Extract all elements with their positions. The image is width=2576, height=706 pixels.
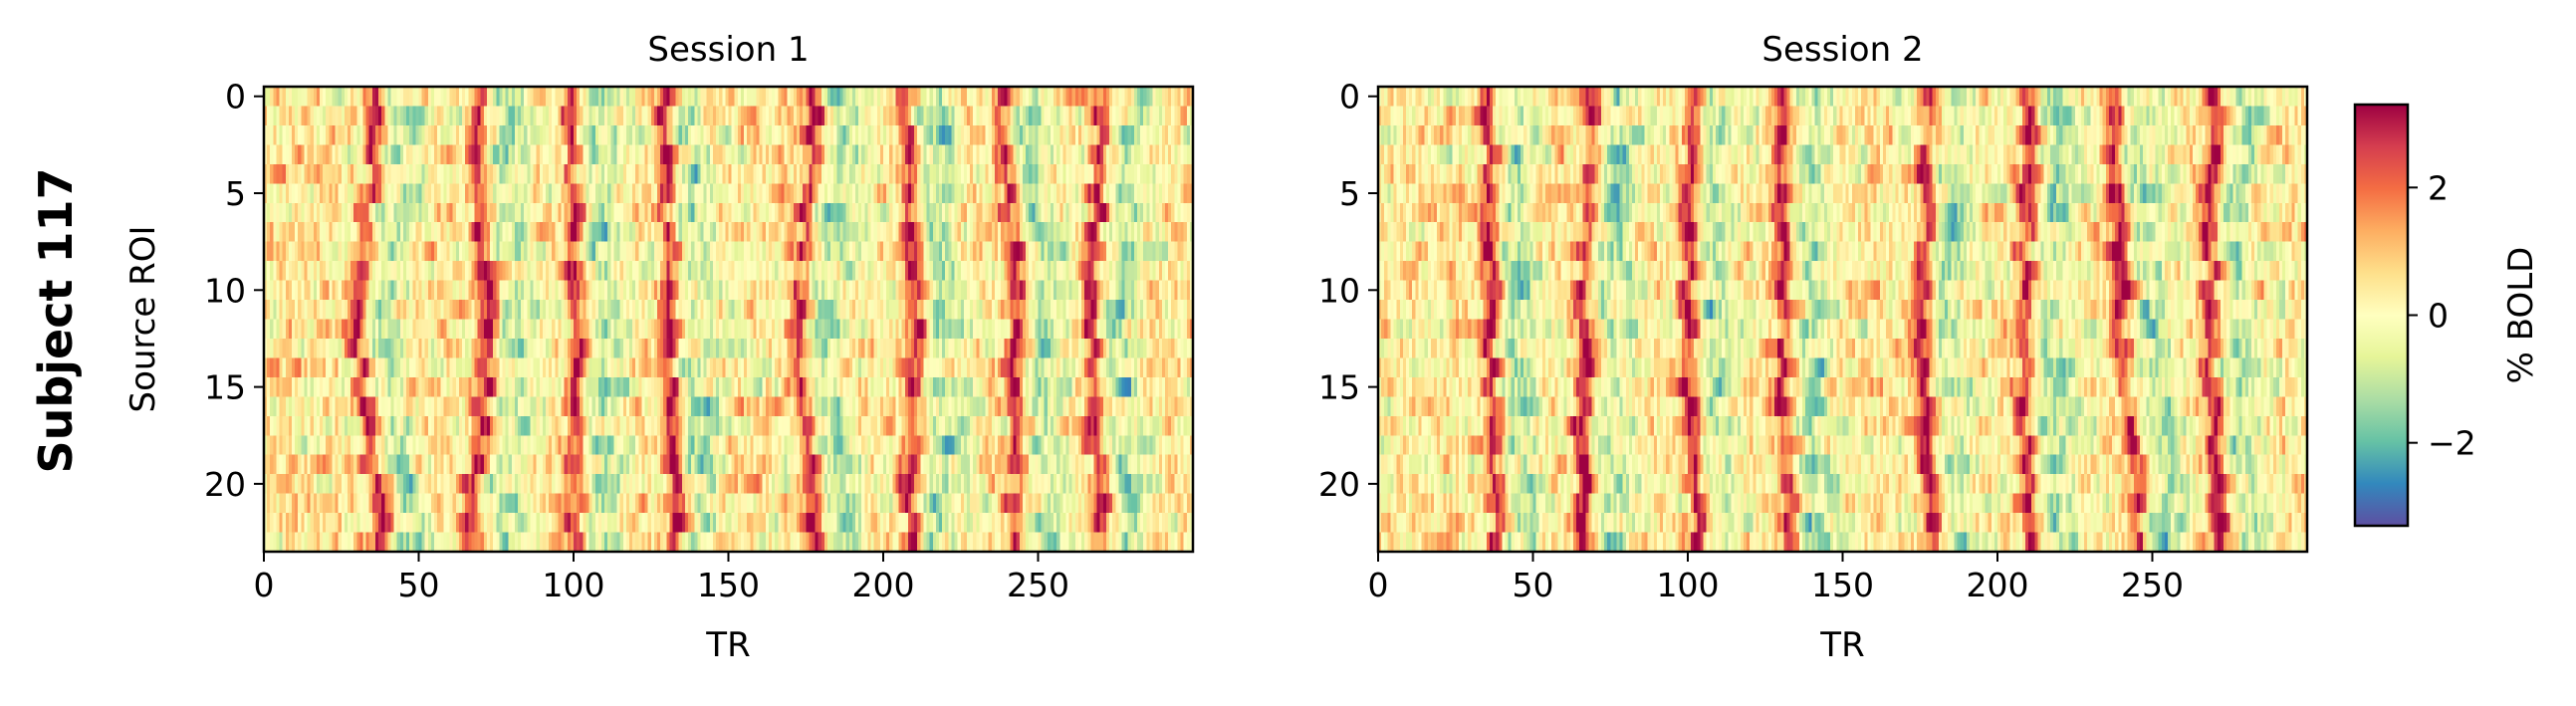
heatmap-cells <box>1378 87 2307 552</box>
colorbar-label: % BOLD <box>2501 247 2541 384</box>
panel-title: Session 2 <box>1761 30 1923 70</box>
y-tick-label: 15 <box>204 368 246 407</box>
x-tick-label: 100 <box>543 566 605 604</box>
heatmap-cells <box>264 87 1193 552</box>
y-tick-label: 20 <box>1318 465 1360 504</box>
colorbar-tick-label: 0 <box>2428 297 2449 336</box>
x-axis-label: TR <box>705 625 750 665</box>
x-tick-label: 0 <box>1368 566 1389 604</box>
subject-label: Subject 117 <box>29 167 83 473</box>
x-tick-label: 200 <box>852 566 915 604</box>
y-tick-label: 10 <box>204 271 246 310</box>
x-tick-label: 250 <box>1007 566 1069 604</box>
colorbar: % BOLD 2 0 −2 <box>2353 103 2541 528</box>
y-tick-label: 5 <box>225 174 246 213</box>
heatmap-panel-session-2: Session 2 TR 0 50 100 150 200 250 0 5 10 15 20 <box>1318 30 2309 665</box>
x-tick-label: 150 <box>697 566 760 604</box>
y-tick-label: 15 <box>1318 368 1360 407</box>
x-tick-label: 200 <box>1967 566 2029 604</box>
x-tick-label: 50 <box>1513 566 1554 604</box>
heatmap-panel-session-1: Session 1 Source ROI TR 0 50 100 150 200 250 0… <box>123 30 1195 665</box>
x-tick-label: 50 <box>398 566 440 604</box>
y-tick-label: 5 <box>1339 174 1360 213</box>
colorbar-tick-label: −2 <box>2428 424 2476 463</box>
panel-title: Session 1 <box>647 30 809 70</box>
x-axis-label: TR <box>1819 625 1864 665</box>
y-axis-label: Source ROI <box>123 226 163 413</box>
colorbar-tick-label: 2 <box>2428 168 2449 207</box>
x-tick-label: 150 <box>1811 566 1874 604</box>
y-tick-label: 0 <box>225 78 246 117</box>
y-tick-label: 10 <box>1318 271 1360 310</box>
x-tick-label: 100 <box>1657 566 1720 604</box>
colorbar-gradient <box>2353 103 2410 528</box>
y-tick-label: 0 <box>1339 78 1360 117</box>
x-tick-label: 250 <box>2121 566 2184 604</box>
y-tick-label: 20 <box>204 465 246 504</box>
x-tick-label: 0 <box>254 566 275 604</box>
